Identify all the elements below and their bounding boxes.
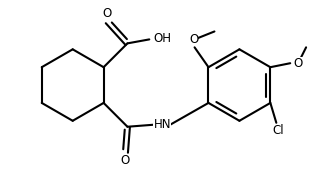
Text: HN: HN xyxy=(154,118,171,131)
Text: O: O xyxy=(293,57,303,70)
Text: OH: OH xyxy=(153,32,171,45)
Text: Cl: Cl xyxy=(273,124,284,137)
Text: O: O xyxy=(102,7,111,20)
Text: O: O xyxy=(121,154,130,167)
Text: O: O xyxy=(189,33,198,46)
